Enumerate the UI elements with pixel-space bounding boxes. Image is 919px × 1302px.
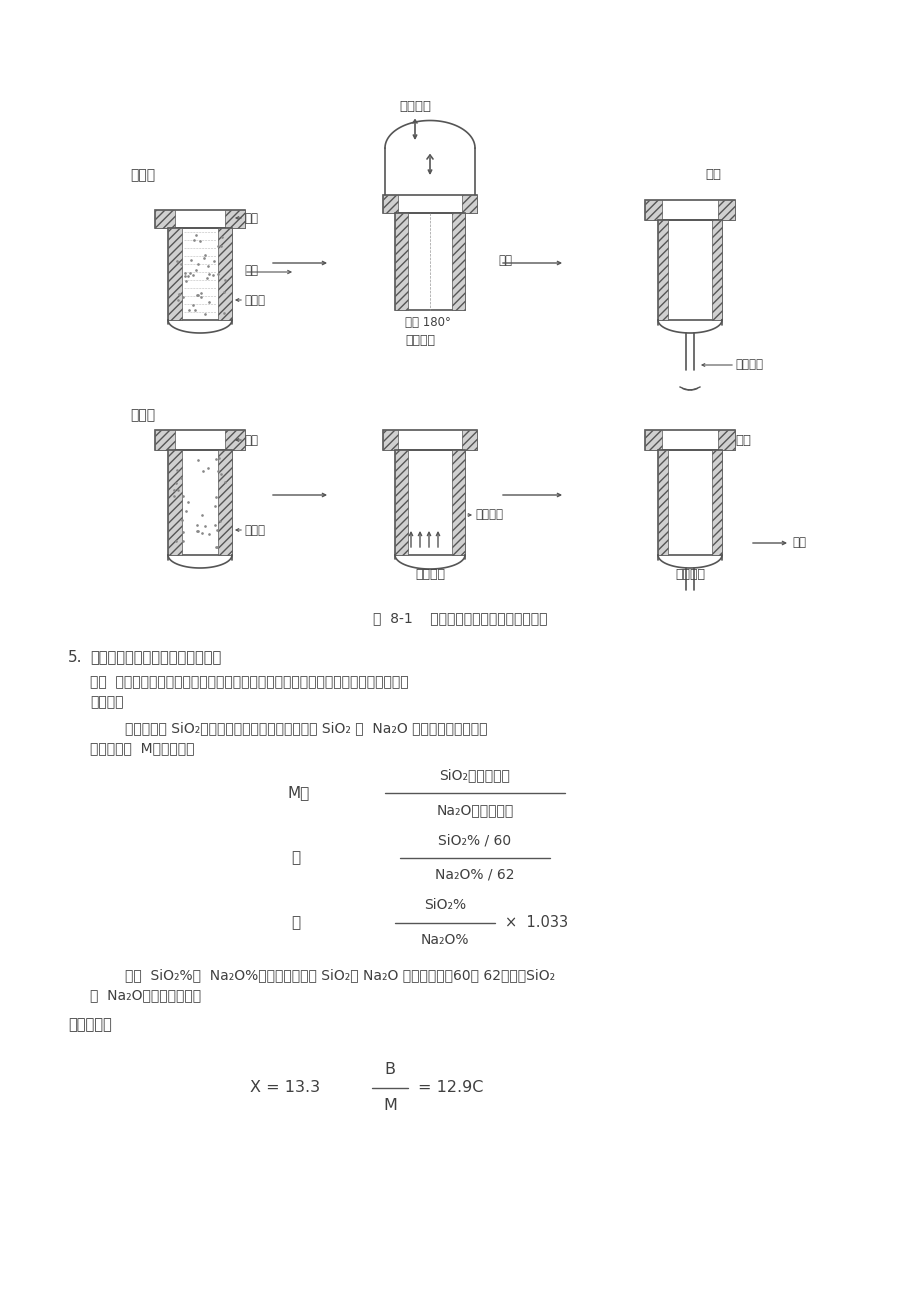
Bar xyxy=(657,450,721,555)
Bar xyxy=(644,430,734,450)
Bar xyxy=(218,450,232,555)
Bar xyxy=(394,450,407,555)
Bar xyxy=(382,430,476,450)
Text: 壳芯砂: 壳芯砂 xyxy=(244,293,265,306)
Text: 何为水玻璃模数，模数调整计算？: 何为水玻璃模数，模数调整计算？ xyxy=(90,651,221,665)
Bar xyxy=(382,195,476,214)
Text: 对含量。: 对含量。 xyxy=(90,695,123,710)
Text: 翻转: 翻转 xyxy=(244,263,257,276)
Bar xyxy=(394,214,407,310)
Text: Na₂O% / 62: Na₂O% / 62 xyxy=(435,868,515,881)
Text: 和  Na₂O的摩尔分子量。: 和 Na₂O的摩尔分子量。 xyxy=(90,988,201,1003)
Text: 压缩空气: 压缩空气 xyxy=(399,100,430,113)
Bar xyxy=(657,450,667,555)
Text: 排气: 排气 xyxy=(791,536,805,549)
Bar xyxy=(168,450,182,555)
Text: 壳芯: 壳芯 xyxy=(734,434,750,447)
Text: SiO₂% / 60: SiO₂% / 60 xyxy=(438,833,511,848)
Text: 壳芯砂: 壳芯砂 xyxy=(244,523,265,536)
Text: 翻转: 翻转 xyxy=(497,254,512,267)
Text: 调整计算：: 调整计算： xyxy=(68,1017,111,1032)
Bar xyxy=(461,195,476,214)
Bar xyxy=(225,210,244,228)
Text: 芯盒: 芯盒 xyxy=(244,211,257,224)
Bar xyxy=(168,450,232,555)
Bar xyxy=(657,220,721,320)
Bar xyxy=(218,228,232,320)
Text: 压缩空气: 压缩空气 xyxy=(474,509,503,522)
Text: M: M xyxy=(382,1098,396,1112)
Text: = 12.9C: = 12.9C xyxy=(417,1079,482,1095)
Text: 壳芯: 壳芯 xyxy=(704,168,720,181)
Bar xyxy=(154,430,244,450)
Text: SiO₂%: SiO₂% xyxy=(424,898,466,911)
Bar xyxy=(154,210,175,228)
Bar xyxy=(461,430,476,450)
Text: X = 13.3: X = 13.3 xyxy=(250,1079,320,1095)
Text: 模数  指其中二氧化硅和氧化钠的克分子比值。它表明水玻璃中二氧化硅和氧化钠的相: 模数 指其中二氧化硅和氧化钠的克分子比值。它表明水玻璃中二氧化硅和氧化钠的相 xyxy=(90,674,408,689)
Text: 5.: 5. xyxy=(68,651,83,665)
Text: Na₂O摩尔分子数: Na₂O摩尔分子数 xyxy=(436,803,513,816)
Text: M＝: M＝ xyxy=(288,785,310,799)
Text: SiO₂摩尔分子数: SiO₂摩尔分子数 xyxy=(439,768,510,783)
Bar xyxy=(394,450,464,555)
Bar xyxy=(154,210,244,228)
Bar xyxy=(225,430,244,450)
Bar xyxy=(394,214,464,310)
Text: Na₂O%: Na₂O% xyxy=(420,934,469,947)
Text: 模数代表了 SiO₂在硅酸钠中占的比例。硅酸钠中 SiO₂ 和  Na₂O 的摩尔分子数的比称: 模数代表了 SiO₂在硅酸钠中占的比例。硅酸钠中 SiO₂ 和 Na₂O 的摩尔… xyxy=(125,721,487,736)
Bar xyxy=(717,430,734,450)
Bar xyxy=(382,430,398,450)
Bar xyxy=(154,430,175,450)
Text: 芯盒: 芯盒 xyxy=(244,434,257,447)
Bar xyxy=(382,195,398,214)
Text: 底吹法: 底吹法 xyxy=(130,408,155,422)
Bar xyxy=(644,201,734,220)
Bar xyxy=(711,220,721,320)
Bar xyxy=(657,220,667,320)
Text: 其中  SiO₂%和  Na₂O%分别为硅酸钠中 SiO₂和 Na₂O 的百分含量；60和 62分别为SiO₂: 其中 SiO₂%和 Na₂O%分别为硅酸钠中 SiO₂和 Na₂O 的百分含量；… xyxy=(125,967,554,982)
Bar xyxy=(451,214,464,310)
Bar xyxy=(717,201,734,220)
Text: 吹砂结壳: 吹砂结壳 xyxy=(414,569,445,582)
Text: ＝: ＝ xyxy=(290,850,300,865)
Text: 翻转 180°: 翻转 180° xyxy=(404,315,450,328)
Text: 吹砂结壳: 吹砂结壳 xyxy=(404,333,435,346)
Text: 顶吹法: 顶吹法 xyxy=(130,168,155,182)
Text: ×  1.033: × 1.033 xyxy=(505,915,568,930)
Bar xyxy=(711,450,721,555)
Bar xyxy=(168,228,232,320)
Text: B: B xyxy=(384,1062,395,1078)
Text: 图  8-1    顶吹法和底吹法壳芯制造示意图: 图 8-1 顶吹法和底吹法壳芯制造示意图 xyxy=(372,611,547,625)
Bar xyxy=(644,201,662,220)
Text: 为模数，用  M来表示，即: 为模数，用 M来表示，即 xyxy=(90,741,194,755)
Text: 摆摆倒砂: 摆摆倒砂 xyxy=(734,358,762,371)
Bar xyxy=(168,228,182,320)
Text: ＝: ＝ xyxy=(290,915,300,930)
Bar xyxy=(644,430,662,450)
Bar xyxy=(451,450,464,555)
Text: 排气倒砂: 排气倒砂 xyxy=(675,569,704,582)
